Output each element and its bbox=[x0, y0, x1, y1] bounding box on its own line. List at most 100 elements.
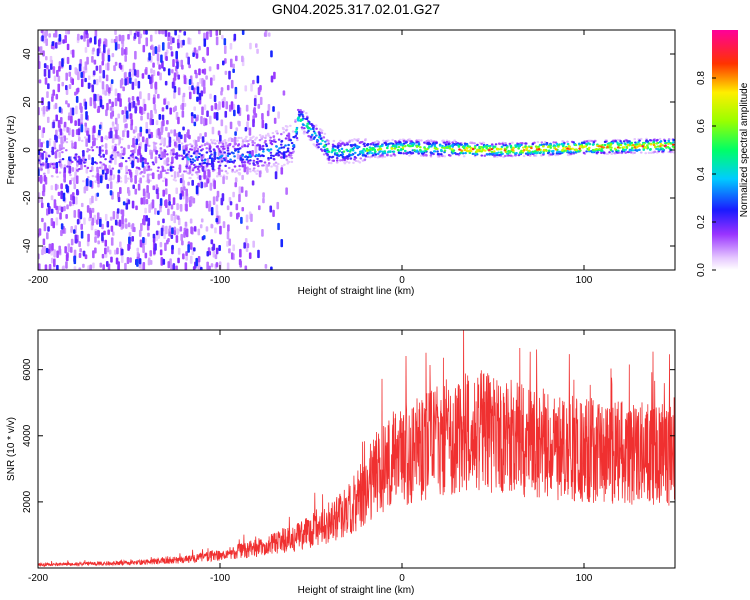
heatmap-cell bbox=[568, 146, 571, 149]
heatmap-cell bbox=[245, 135, 248, 138]
heatmap-cell bbox=[630, 146, 634, 150]
heatmap-cell bbox=[71, 107, 75, 116]
heatmap-cell bbox=[609, 148, 613, 152]
heatmap-cell bbox=[443, 155, 446, 158]
heatmap-cell bbox=[64, 35, 67, 44]
heatmap-cell bbox=[73, 184, 77, 190]
heatmap-cell bbox=[509, 144, 513, 148]
heatmap-cell bbox=[129, 77, 132, 84]
heatmap-cell bbox=[301, 123, 305, 126]
heatmap-cell bbox=[88, 217, 91, 222]
heatmap-cell bbox=[208, 155, 212, 158]
heatmap-cell bbox=[209, 150, 213, 153]
heatmap-cell bbox=[161, 114, 165, 120]
heatmap-cell bbox=[441, 139, 444, 143]
heatmap-cell bbox=[652, 143, 656, 147]
heatmap-cell bbox=[66, 126, 69, 133]
heatmap-cell bbox=[141, 73, 145, 79]
heatmap-cell bbox=[195, 185, 199, 195]
heatmap-cell bbox=[41, 97, 44, 106]
heatmap-cell bbox=[555, 151, 559, 154]
heatmap-cell bbox=[226, 240, 229, 247]
heatmap-cell bbox=[517, 147, 520, 150]
heatmap-cell bbox=[71, 167, 75, 172]
heatmap-cell bbox=[40, 30, 44, 34]
heatmap-cell bbox=[102, 153, 105, 158]
heatmap-cell bbox=[633, 138, 637, 141]
heatmap-cell bbox=[606, 144, 610, 147]
heatmap-cell bbox=[215, 262, 219, 268]
heatmap-cell bbox=[332, 159, 336, 162]
heatmap-cell bbox=[261, 136, 265, 139]
heatmap-cell bbox=[340, 147, 344, 150]
heatmap-cell bbox=[330, 156, 334, 159]
heatmap-cell bbox=[69, 201, 72, 207]
heatmap-cell bbox=[270, 266, 273, 270]
heatmap-cell bbox=[154, 142, 157, 145]
heatmap-cell bbox=[117, 174, 120, 183]
heatmap-cell bbox=[59, 128, 63, 136]
heatmap-cell bbox=[356, 160, 360, 163]
heatmap-cell bbox=[91, 217, 95, 226]
heatmap-cell bbox=[206, 157, 210, 164]
heatmap-cell bbox=[331, 143, 335, 146]
heatmap-cell bbox=[246, 140, 249, 143]
heatmap-cell bbox=[49, 63, 53, 70]
heatmap-cell bbox=[393, 147, 397, 150]
heatmap-cell bbox=[205, 31, 209, 40]
heatmap-cell bbox=[92, 70, 96, 76]
heatmap-cell bbox=[658, 141, 662, 144]
heatmap-cell bbox=[191, 179, 194, 186]
heatmap-cell bbox=[86, 176, 90, 179]
heatmap-cell bbox=[326, 153, 329, 156]
snr-xtick-label: 100 bbox=[576, 573, 593, 584]
heatmap-cell bbox=[212, 196, 216, 205]
heatmap-cell bbox=[211, 162, 215, 171]
heatmap-cell bbox=[172, 197, 176, 206]
heatmap-cell bbox=[225, 175, 229, 180]
heatmap-cell bbox=[75, 105, 78, 115]
heatmap-cell bbox=[154, 46, 158, 55]
heatmap-cell bbox=[219, 134, 222, 142]
heatmap-cell bbox=[161, 166, 165, 173]
heatmap-cell bbox=[101, 223, 104, 230]
heatmap-cell bbox=[208, 115, 212, 125]
heatmap-cell bbox=[658, 137, 662, 141]
heatmap-cell bbox=[62, 192, 66, 202]
heatmap-cell bbox=[178, 143, 181, 151]
heatmap-cell bbox=[170, 174, 174, 177]
heatmap-cell bbox=[39, 46, 43, 54]
heatmap-cell bbox=[123, 72, 127, 79]
heatmap-cell bbox=[522, 149, 526, 152]
heatmap-cell bbox=[386, 151, 390, 154]
snr-ytick-label: 6000 bbox=[22, 358, 33, 381]
heatmap-cell bbox=[165, 171, 168, 175]
heatmap-cell bbox=[251, 150, 254, 157]
heatmap-cell bbox=[305, 117, 309, 121]
heatmap-cell bbox=[545, 142, 548, 146]
heatmap-cell bbox=[335, 161, 339, 164]
heatmap-cell bbox=[98, 146, 102, 155]
heatmap-cell bbox=[289, 154, 293, 157]
heatmap-cell bbox=[175, 214, 178, 220]
heatmap-cell bbox=[345, 143, 349, 146]
heatmap-cell bbox=[161, 30, 164, 35]
heatmap-cell bbox=[67, 115, 71, 121]
heatmap-cell bbox=[114, 151, 117, 159]
heatmap-cell bbox=[190, 226, 193, 235]
heatmap-cell bbox=[73, 266, 77, 270]
heatmap-cell bbox=[201, 106, 204, 116]
heatmap-cell bbox=[130, 177, 133, 183]
heatmap-cell bbox=[93, 161, 97, 164]
heatmap-cell bbox=[203, 86, 206, 94]
heatmap-cell bbox=[443, 149, 447, 152]
heatmap-cell bbox=[125, 165, 128, 174]
heatmap-cell bbox=[85, 168, 89, 174]
heatmap-cell bbox=[141, 157, 145, 160]
heatmap-cell bbox=[56, 69, 59, 77]
heatmap-cell bbox=[606, 146, 609, 149]
heatmap-cell bbox=[120, 78, 124, 86]
heatmap-cell bbox=[162, 119, 165, 127]
spectrogram-ytick-label: -20 bbox=[22, 190, 33, 205]
heatmap-cell bbox=[603, 143, 607, 147]
